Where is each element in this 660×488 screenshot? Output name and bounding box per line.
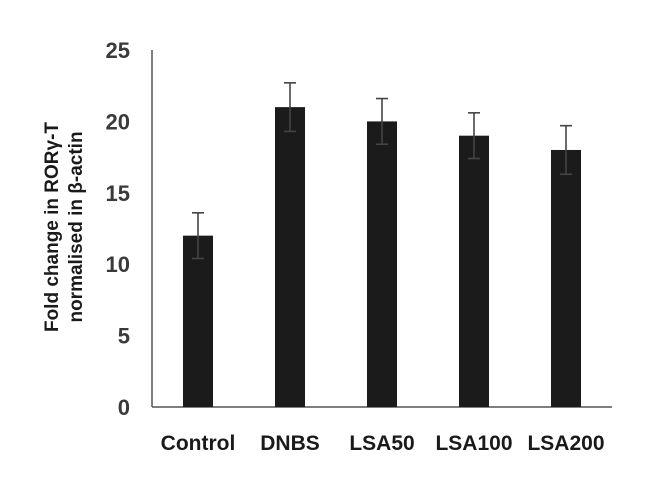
bar-lsa50 <box>367 121 397 408</box>
y-tick-labels: 0 5 10 15 20 25 <box>106 38 130 420</box>
y-tick-label-15: 15 <box>106 181 130 206</box>
x-tick-labels: Control DNBS LSA50 LSA100 LSA200 <box>161 432 605 455</box>
y-axis-title-line-1: Fold change in RORγ-T <box>42 122 63 332</box>
y-tick-label-20: 20 <box>106 109 130 134</box>
x-tick-label-control: Control <box>161 432 236 455</box>
x-tick-label-lsa200: LSA200 <box>527 432 604 455</box>
bars <box>183 107 581 408</box>
x-tick-label-dnbs: DNBS <box>260 432 320 455</box>
bar-dnbs <box>275 107 305 408</box>
y-tick-label-0: 0 <box>118 395 130 420</box>
y-axis-title-line-2: normalised in β-actin <box>66 131 87 322</box>
y-axis-title: Fold change in RORγ-T normalised in β-ac… <box>42 122 87 332</box>
y-tick-label-25: 25 <box>106 38 130 63</box>
bar-control <box>183 235 213 407</box>
y-tick-label-10: 10 <box>106 252 130 277</box>
bar-lsa100 <box>459 135 489 407</box>
x-tick-label-lsa50: LSA50 <box>349 432 414 455</box>
error-bars <box>192 82 572 260</box>
bar-lsa200 <box>551 149 581 407</box>
y-tick-label-5: 5 <box>118 324 130 349</box>
x-tick-label-lsa100: LSA100 <box>435 432 512 455</box>
